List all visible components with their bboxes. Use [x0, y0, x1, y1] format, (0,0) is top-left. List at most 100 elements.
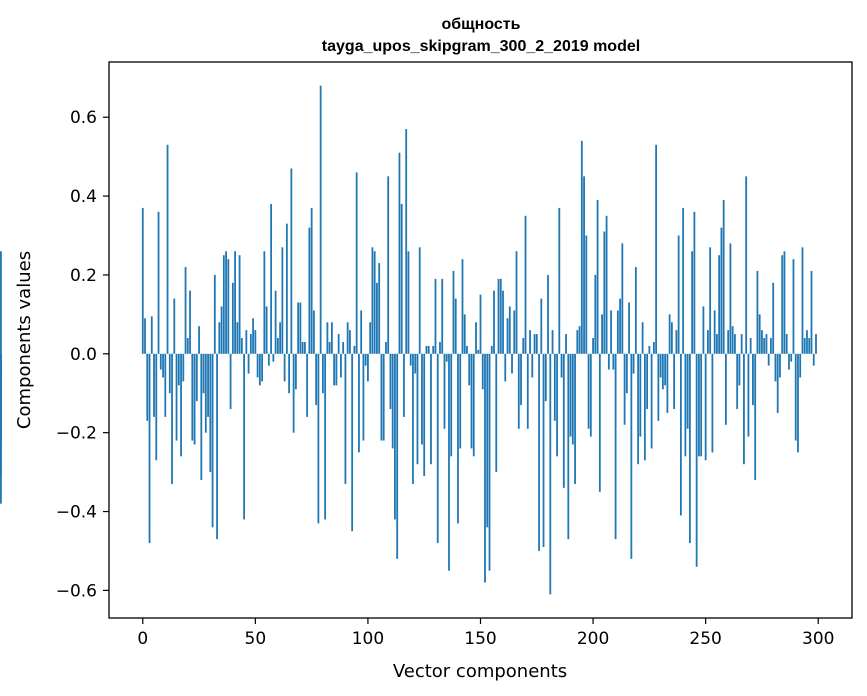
bar [315, 353, 318, 406]
bar [702, 306, 705, 354]
bar [504, 353, 507, 382]
bar [321, 353, 324, 394]
bar [394, 353, 396, 520]
bar [180, 353, 182, 457]
bar [367, 353, 369, 382]
bar [484, 353, 486, 583]
bar [596, 200, 599, 354]
bar [677, 235, 680, 354]
bar [549, 353, 552, 595]
bar [162, 353, 164, 378]
bar [565, 334, 567, 354]
bar [281, 247, 284, 354]
bar [513, 310, 516, 354]
bar [693, 211, 696, 354]
bar [520, 353, 522, 406]
bar [574, 353, 576, 484]
bar [792, 259, 795, 354]
bar [209, 353, 212, 473]
bar [727, 330, 730, 354]
bar [153, 353, 155, 417]
bar [722, 200, 725, 354]
bar [344, 353, 347, 484]
bar [279, 322, 282, 354]
bar [576, 330, 579, 354]
bar [810, 270, 813, 354]
bar [414, 353, 417, 374]
y-tick-label: 0.0 [70, 345, 97, 365]
bar [380, 353, 383, 441]
bar [445, 353, 448, 362]
bar [461, 259, 464, 354]
bar [186, 338, 189, 354]
bar [729, 243, 732, 354]
bar [240, 338, 243, 354]
bar [571, 353, 574, 445]
bar [436, 353, 439, 544]
bar [403, 353, 405, 417]
bar [713, 310, 716, 354]
bar [308, 227, 311, 354]
y-tick-label: 0.6 [70, 108, 97, 128]
bar [157, 211, 160, 354]
bar [396, 353, 399, 559]
bar [141, 207, 144, 354]
bar [637, 353, 640, 465]
bar [198, 326, 200, 354]
bar [173, 298, 176, 354]
bar [202, 353, 205, 394]
bar [538, 353, 540, 551]
bar [531, 353, 534, 378]
bar [155, 353, 158, 461]
bar [788, 353, 790, 370]
bar [283, 353, 286, 382]
bar [333, 353, 336, 386]
bar [616, 310, 619, 354]
bar [594, 274, 597, 354]
bar [412, 353, 414, 484]
bar [416, 353, 419, 465]
bar [542, 353, 545, 548]
plot-frame [108, 61, 853, 619]
bar [511, 353, 513, 374]
bar [294, 353, 297, 390]
bar [756, 270, 759, 354]
bar [508, 306, 511, 354]
bar [306, 353, 309, 417]
bar [481, 353, 484, 390]
bar [211, 353, 214, 528]
bar [299, 302, 302, 354]
bar [812, 353, 815, 366]
bar [184, 267, 187, 354]
bar [749, 338, 752, 354]
bar [583, 176, 585, 354]
bar [324, 353, 327, 520]
bar [182, 353, 185, 382]
bar [272, 353, 275, 362]
bar [808, 338, 811, 354]
bar [475, 322, 477, 354]
bar [515, 251, 518, 354]
bar [815, 334, 817, 354]
bar [648, 345, 651, 354]
bar [783, 251, 786, 354]
bar [704, 353, 707, 461]
bar [193, 353, 196, 445]
bar [646, 353, 649, 410]
bar [457, 353, 459, 524]
bar [425, 345, 428, 354]
bar [468, 353, 471, 386]
bar [497, 278, 500, 354]
bar [587, 353, 590, 429]
bar [652, 341, 655, 354]
bar [421, 353, 423, 445]
bar [790, 353, 793, 362]
bar [522, 338, 525, 354]
bar [378, 263, 381, 354]
bar [349, 330, 351, 354]
bar [171, 353, 173, 484]
bar [526, 353, 529, 429]
bar [290, 168, 293, 354]
bar [589, 353, 592, 437]
